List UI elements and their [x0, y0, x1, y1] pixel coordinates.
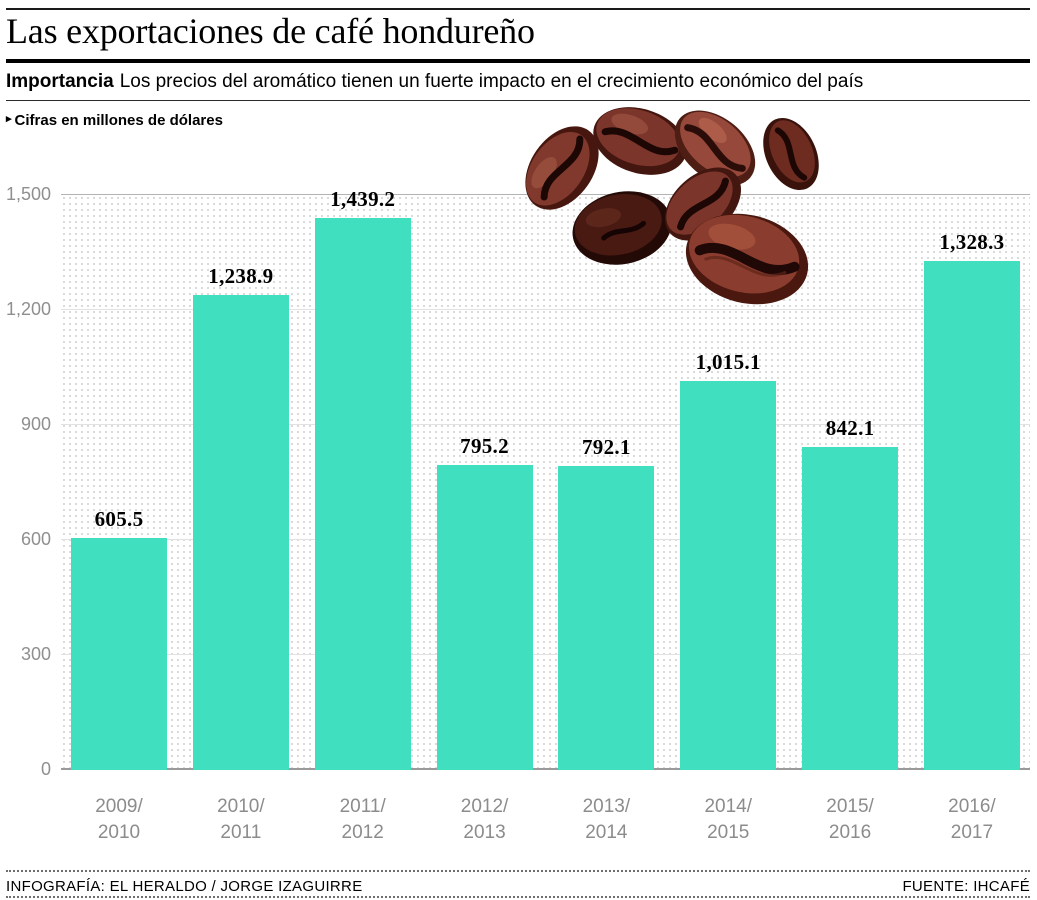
- page-title: Las exportaciones de café hondureño: [6, 11, 535, 51]
- x-axis-labels: 2009/2010 2010/2011 2011/2012 2012/2013 2013…: [61, 770, 1030, 845]
- y-axis: 0 300 600 900 1,200 1,500: [6, 184, 52, 779]
- bar-column: 605.5: [71, 195, 167, 770]
- gridline: [61, 309, 1030, 310]
- x-axis-label: 2015/2016: [826, 796, 874, 843]
- coffee-bean-icon: [593, 107, 687, 175]
- top-rule: [6, 8, 1030, 10]
- footer: INFOGRAFÍA: EL HERALDO / JORGE IZAGUIRRE…: [6, 878, 1030, 895]
- bullet-arrow-icon: ▸: [6, 112, 12, 125]
- bar-column: 795.2: [436, 195, 533, 770]
- y-tick-label: 300: [20, 644, 51, 664]
- bar-column: 1,238.9: [192, 195, 289, 770]
- y-tick-label: 900: [20, 414, 51, 434]
- x-axis-label: 2016/2017: [948, 796, 996, 843]
- bar: [71, 537, 167, 770]
- bar-column: 1,015.1: [680, 195, 777, 770]
- bar: [314, 218, 411, 770]
- bar-value-label: 792.1: [582, 435, 631, 460]
- bar-chart: 0 300 600 900 1,200 1,500 605.5 1,238.9 1,439.2…: [6, 184, 1030, 779]
- y-tick-label: 1,200: [6, 299, 52, 319]
- bar: [558, 466, 655, 770]
- gridline: [61, 424, 1030, 425]
- bar: [436, 465, 533, 770]
- x-axis-label: 2013/2014: [582, 796, 631, 843]
- footer-source: FUENTE: IHCAFÉ: [902, 878, 1030, 895]
- bar-column: 842.1: [802, 195, 899, 770]
- coffee-bean-icon: [763, 117, 819, 191]
- bar-value-label: 1,238.9: [208, 264, 274, 289]
- plot-area: 605.5 1,238.9 1,439.2 795.2 792.1 1,015.1 842.…: [61, 187, 1030, 770]
- bar-columns: 605.5 1,238.9 1,439.2 795.2 792.1 1,015.1 842.…: [61, 187, 1030, 770]
- x-axis-label: 2012/2013: [460, 796, 509, 843]
- coffee-beans-illustration: [525, 107, 819, 305]
- footer-rule-top: [6, 870, 1030, 872]
- bar-column: 1,328.3: [923, 195, 1020, 770]
- footer-rule-bottom: [6, 896, 1030, 898]
- bar-value-label: 842.1: [825, 416, 875, 441]
- header: Las exportaciones de café hondureño Impo…: [6, 0, 1030, 129]
- bar: [802, 447, 899, 770]
- gridline: [61, 768, 1030, 770]
- units-note: ▸ Cifras en millones de dólares: [6, 112, 1030, 129]
- subtitle-rule: [6, 99, 1030, 101]
- bar: [923, 260, 1020, 770]
- coffee-bean-icon: [685, 213, 809, 305]
- y-tick-label: 1,500: [6, 184, 52, 204]
- subtitle-lead: Importancia: [6, 70, 114, 92]
- coffee-bean-icon: [525, 126, 599, 210]
- units-note-text: Cifras en millones de dólares: [14, 111, 223, 129]
- bar-value-label: 795.2: [460, 434, 509, 459]
- coffee-bean-icon: [674, 110, 756, 186]
- bar: [680, 380, 777, 770]
- gridline: [61, 654, 1030, 655]
- y-tick-label: 0: [40, 759, 51, 779]
- x-axis-label: 2009/2010: [95, 796, 143, 843]
- bar-value-label: 1,015.1: [695, 349, 761, 374]
- footer-credit: INFOGRAFÍA: EL HERALDO / JORGE IZAGUIRRE: [6, 878, 363, 895]
- bar: [192, 295, 289, 770]
- subtitle-text: Los precios del aromático tienen un fuer…: [119, 70, 864, 92]
- title-rule: [6, 58, 1030, 63]
- x-axis-label: 2010/2011: [217, 796, 265, 843]
- x-axis-label: 2011/2012: [339, 796, 386, 843]
- gridline: [61, 539, 1030, 540]
- x-axis-label: 2014/2015: [704, 796, 752, 843]
- bar-column: 792.1: [558, 195, 655, 770]
- bar-column: 1,439.2: [314, 187, 411, 770]
- y-tick-label: 600: [20, 529, 51, 549]
- subtitle: Importancia Los precios del aromático tie…: [6, 63, 1030, 100]
- bar-value-label: 1,439.2: [330, 187, 396, 212]
- coffee-bean-icon: [572, 191, 672, 265]
- bar-value-label: 605.5: [94, 506, 144, 531]
- bar-value-label: 1,328.3: [939, 229, 1005, 254]
